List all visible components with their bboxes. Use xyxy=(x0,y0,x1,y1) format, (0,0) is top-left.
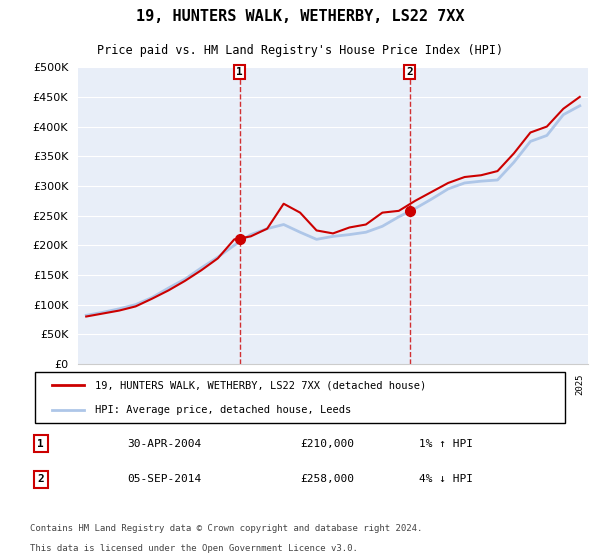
Text: 19, HUNTERS WALK, WETHERBY, LS22 7XX (detached house): 19, HUNTERS WALK, WETHERBY, LS22 7XX (de… xyxy=(95,380,426,390)
Text: Contains HM Land Registry data © Crown copyright and database right 2024.: Contains HM Land Registry data © Crown c… xyxy=(30,524,422,533)
Text: 30-APR-2004: 30-APR-2004 xyxy=(127,438,202,449)
Text: £258,000: £258,000 xyxy=(300,474,354,484)
Text: This data is licensed under the Open Government Licence v3.0.: This data is licensed under the Open Gov… xyxy=(30,544,358,553)
Text: 2: 2 xyxy=(37,474,44,484)
Text: 19, HUNTERS WALK, WETHERBY, LS22 7XX: 19, HUNTERS WALK, WETHERBY, LS22 7XX xyxy=(136,10,464,24)
Text: Price paid vs. HM Land Registry's House Price Index (HPI): Price paid vs. HM Land Registry's House … xyxy=(97,44,503,57)
Text: 1: 1 xyxy=(236,67,243,77)
Text: £210,000: £210,000 xyxy=(300,438,354,449)
Text: 1% ↑ HPI: 1% ↑ HPI xyxy=(419,438,473,449)
Text: 4% ↓ HPI: 4% ↓ HPI xyxy=(419,474,473,484)
FancyBboxPatch shape xyxy=(35,372,565,423)
Text: 05-SEP-2014: 05-SEP-2014 xyxy=(127,474,202,484)
Text: HPI: Average price, detached house, Leeds: HPI: Average price, detached house, Leed… xyxy=(95,405,351,415)
Text: 1: 1 xyxy=(37,438,44,449)
Text: 2: 2 xyxy=(406,67,413,77)
